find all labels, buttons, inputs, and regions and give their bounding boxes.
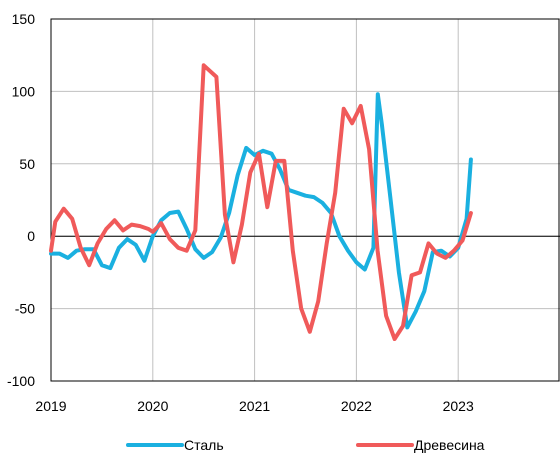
y-tick-label: 50: [19, 156, 35, 172]
y-tick-label: 150: [12, 11, 36, 27]
x-tick-label: 2022: [341, 398, 372, 414]
x-tick-label: 2019: [35, 398, 66, 414]
grid-lines: [50, 18, 560, 382]
legend: Сталь Древесина: [126, 437, 485, 453]
x-axis-tick-labels: 2019 2020 2021 2022 2023: [35, 398, 474, 414]
x-tick-label: 2023: [443, 398, 474, 414]
legend-item-wood: Древесина: [356, 437, 485, 453]
y-tick-label: -100: [7, 373, 35, 389]
y-tick-label: 100: [12, 83, 36, 99]
legend-label-wood: Древесина: [414, 437, 485, 453]
series-line-steel: [49, 92, 473, 330]
x-tick-label: 2021: [239, 398, 270, 414]
series-line-wood: [49, 63, 473, 341]
y-axis-tick-labels: 150 100 50 0 -50 -100: [7, 11, 35, 389]
legend-item-steel: Сталь: [126, 437, 224, 453]
y-tick-label: 0: [27, 228, 35, 244]
legend-label-steel: Сталь: [184, 437, 224, 453]
series-lines: [49, 63, 473, 341]
x-tick-label: 2020: [137, 398, 168, 414]
y-tick-label: -50: [15, 301, 35, 317]
plot-area-frame: [50, 18, 560, 382]
